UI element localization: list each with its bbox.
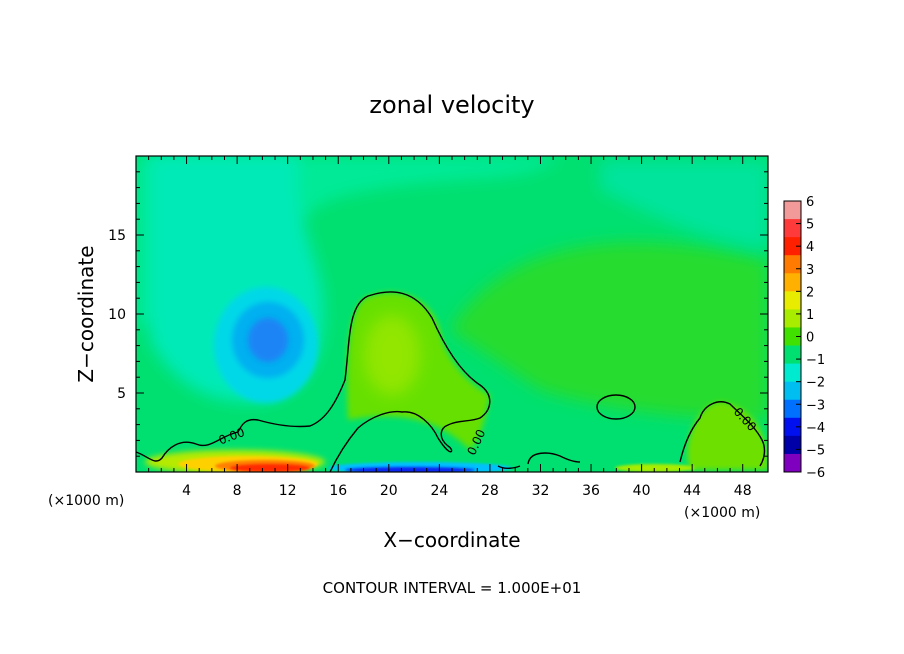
y-axis-ticks: 5 10 15 bbox=[108, 171, 768, 457]
x-tick-label: 36 bbox=[582, 483, 600, 499]
y-tick-label: 15 bbox=[108, 228, 126, 244]
x-tick-label: 8 bbox=[233, 483, 242, 499]
colorbar-swatch bbox=[784, 309, 801, 328]
central-positive-core bbox=[364, 315, 420, 395]
contour-lower-right bbox=[497, 452, 581, 469]
colorbar-label: 3 bbox=[806, 263, 814, 278]
x-unit-right: (×1000 m) bbox=[684, 505, 760, 521]
colorbar-swatch bbox=[784, 201, 801, 220]
colorbar-label: −1 bbox=[806, 353, 825, 368]
colorbar-label: −3 bbox=[806, 398, 825, 413]
near-surface-red bbox=[230, 464, 310, 472]
contour-small-loop bbox=[596, 394, 636, 420]
colorbar: 6 5 4 3 2 1 0 −1 −2 −3 −4 −5 −6 bbox=[783, 195, 825, 481]
x-tick-label: 48 bbox=[734, 483, 752, 499]
colorbar-label: 4 bbox=[806, 240, 814, 255]
x-tick-label: 44 bbox=[683, 483, 701, 499]
y-axis-label: Z−coordinate bbox=[74, 245, 98, 382]
colorbar-label: 6 bbox=[806, 195, 814, 210]
x-tick-label: 20 bbox=[380, 483, 398, 499]
contour-interval-note: CONTOUR INTERVAL = 1.000E+01 bbox=[323, 579, 582, 597]
chart-title: zonal velocity bbox=[369, 91, 534, 119]
colorbar-label: 1 bbox=[806, 308, 814, 323]
colorbar-swatch bbox=[784, 399, 801, 419]
colorbar-swatch bbox=[784, 237, 801, 256]
colorbar-swatch bbox=[784, 417, 801, 437]
y-tick-label: 10 bbox=[108, 307, 126, 323]
near-surface-positive-right bbox=[615, 464, 695, 472]
x-tick-label: 40 bbox=[633, 483, 651, 499]
y-tick-label: 5 bbox=[117, 386, 126, 402]
x-axis-ticks: 4 8 12 16 20 24 28 32 36 40 44 48 bbox=[148, 156, 756, 499]
colorbar-swatch bbox=[784, 273, 801, 292]
contour-main bbox=[136, 291, 491, 472]
colorbar-label: −6 bbox=[806, 466, 825, 481]
minimum-core bbox=[248, 318, 288, 362]
zero-contours bbox=[136, 291, 766, 472]
colorbar-label: 2 bbox=[806, 285, 814, 300]
x-tick-label: 32 bbox=[532, 483, 550, 499]
colorbar-swatch bbox=[784, 255, 801, 274]
colorbar-label: −2 bbox=[806, 376, 825, 391]
x-tick-label: 12 bbox=[279, 483, 297, 499]
colorbar-label: 0 bbox=[806, 331, 814, 346]
x-axis-label: X−coordinate bbox=[383, 528, 520, 552]
colorbar-swatch bbox=[784, 363, 801, 383]
right-upper-cyan-region bbox=[600, 160, 768, 250]
right-positive-patch bbox=[687, 402, 768, 470]
colorbar-swatch bbox=[784, 453, 801, 473]
contour-right-patch bbox=[679, 401, 766, 467]
x-tick-label: 28 bbox=[481, 483, 499, 499]
near-surface-blue-core bbox=[345, 467, 475, 472]
velocity-field bbox=[136, 156, 768, 472]
x-unit-left: (×1000 m) bbox=[48, 493, 124, 509]
colorbar-label: −4 bbox=[806, 421, 825, 436]
colorbar-swatch bbox=[784, 327, 801, 346]
colorbar-label: −5 bbox=[806, 443, 825, 458]
colorbar-swatch bbox=[784, 381, 801, 401]
right-weak-positive-region bbox=[450, 242, 768, 420]
x-tick-label: 24 bbox=[430, 483, 448, 499]
colorbar-swatch bbox=[784, 291, 801, 310]
colorbar-swatch bbox=[784, 435, 801, 455]
x-tick-label: 4 bbox=[182, 483, 191, 499]
colorbar-swatch bbox=[784, 219, 801, 238]
colorbar-label: 5 bbox=[806, 218, 814, 233]
colorbar-swatch bbox=[784, 345, 801, 364]
x-tick-label: 16 bbox=[329, 483, 347, 499]
